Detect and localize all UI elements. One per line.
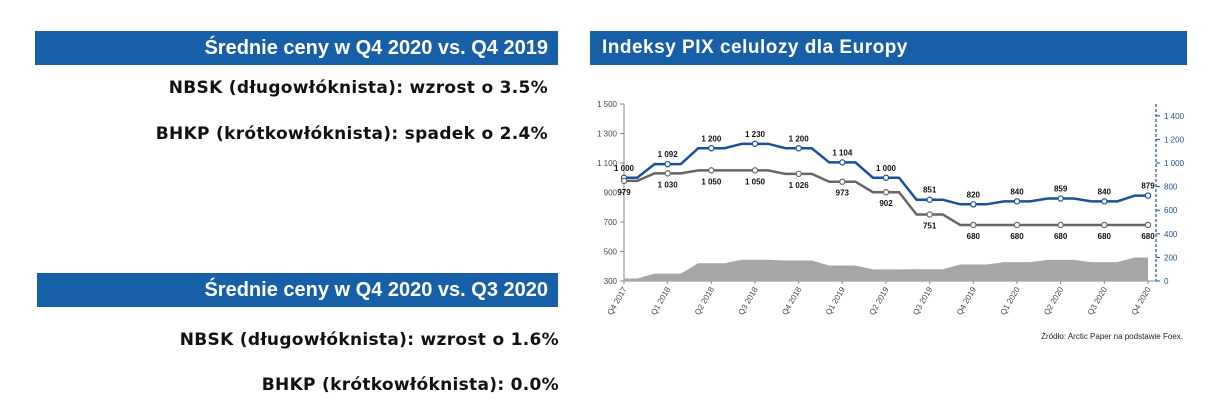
- chart-title: Indeksy PIX celulozy dla Europy: [602, 37, 908, 58]
- bhkp-data-label: 1 030: [658, 180, 679, 189]
- nbsk-data-label: 1 104: [832, 148, 853, 157]
- bhkp-data-label: 973: [836, 189, 850, 198]
- nbsk-point: [882, 174, 890, 181]
- y-right-tick-label: 800: [1164, 183, 1178, 192]
- nbsk-data-label: 1 230: [745, 130, 766, 139]
- y-right-tick-label: 600: [1164, 206, 1178, 215]
- y-left-tick-label: 1 300: [597, 130, 618, 139]
- bhkp-point: [970, 221, 977, 229]
- bhkp-point: [620, 177, 628, 185]
- x-tick-label: Q3 2020: [1086, 285, 1109, 317]
- nbsk-data-label: 1 000: [614, 164, 635, 173]
- difference-area: [624, 257, 1148, 281]
- nbsk-point: [795, 145, 802, 152]
- nbsk-point: [926, 196, 933, 203]
- bhkp-data-label: 1 050: [745, 177, 766, 186]
- nbsk-data-label: 820: [967, 190, 981, 199]
- bhkp-data-label: 1 050: [701, 177, 722, 186]
- nbsk-data-label: 840: [1010, 187, 1024, 196]
- bhkp-data-label: 902: [879, 199, 893, 208]
- nbsk-yoy-text: NBSK (długowłóknista): wzrost o 3.5%: [168, 78, 548, 98]
- x-tick-label: Q1 2019: [824, 285, 847, 317]
- nbsk-qoq-text: NBSK (długowłóknista): wzrost o 1.6%: [179, 330, 559, 350]
- bhkp-data-label: 680: [1010, 232, 1024, 241]
- nbsk-data-label: 1 200: [789, 134, 810, 143]
- bhkp-point: [751, 167, 759, 174]
- x-tick-label: Q2 2018: [693, 285, 716, 317]
- bhkp-data-label: 1 026: [789, 181, 810, 190]
- bhkp-data-label: 751: [923, 221, 937, 230]
- chart-title-banner: Indeksy PIX celulozy dla Europy: [590, 31, 1187, 65]
- x-tick-label: Q4 2019: [955, 285, 978, 317]
- y-right-tick-label: 200: [1164, 253, 1178, 262]
- y-right-tick-label: 400: [1164, 230, 1178, 239]
- bhkp-data-label: 680: [1098, 232, 1112, 241]
- x-tick-label: Q4 2020: [1130, 285, 1153, 317]
- y-right-tick-label: 1 200: [1164, 135, 1185, 144]
- x-tick-label: Q2 2020: [1042, 285, 1065, 317]
- nbsk-point: [664, 160, 671, 168]
- banner-yoy-text: Średnie ceny w Q4 2020 vs. Q4 2019: [204, 37, 548, 59]
- y-left-tick-label: 300: [604, 277, 618, 286]
- nbsk-data-label: 840: [1098, 187, 1112, 196]
- x-tick-label: Q2 2019: [868, 285, 891, 317]
- x-tick-label: Q3 2019: [911, 285, 934, 317]
- nbsk-data-label: 859: [1054, 185, 1068, 194]
- nbsk-data-label: 1 092: [658, 150, 679, 159]
- bhkp-yoy-text: BHKP (krótkowłóknista): spadek o 2.4%: [155, 124, 548, 144]
- x-tick-label: Q4 2017: [606, 285, 629, 317]
- bhkp-point: [708, 167, 715, 174]
- nbsk-point: [1101, 198, 1108, 205]
- bhkp-point: [1144, 221, 1152, 229]
- bhkp-point: [664, 170, 671, 177]
- nbsk-point: [970, 201, 977, 208]
- banner-qoq-text: Średnie ceny w Q4 2020 vs. Q3 2020: [204, 279, 548, 301]
- source-note: Źródło: Arctic Paper na podstawie Foex.: [1041, 332, 1183, 341]
- bhkp-point: [795, 170, 802, 178]
- y-left-tick-label: 900: [604, 189, 618, 198]
- bhkp-data-label: 680: [1141, 232, 1155, 241]
- nbsk-point: [708, 145, 715, 152]
- nbsk-data-label: 851: [923, 186, 937, 195]
- y-left-tick-label: 500: [604, 248, 618, 257]
- x-tick-label: Q3 2018: [737, 285, 760, 317]
- bhkp-point: [882, 189, 890, 196]
- bhkp-qoq-text: BHKP (krótkowłóknista): 0.0%: [261, 375, 559, 395]
- banner-qoq: Średnie ceny w Q4 2020 vs. Q3 2020: [37, 273, 558, 307]
- y-left-tick-label: 700: [604, 218, 618, 227]
- nbsk-data-label: 879: [1141, 182, 1155, 191]
- nbsk-point: [839, 159, 846, 166]
- x-tick-label: Q1 2020: [999, 285, 1022, 317]
- y-right-tick-label: 1 400: [1164, 112, 1185, 121]
- y-left-tick-label: 1 500: [597, 100, 618, 109]
- nbsk-point: [1144, 192, 1152, 199]
- y-right-tick-label: 0: [1164, 277, 1169, 286]
- nbsk-data-label: 1 200: [701, 134, 722, 143]
- bhkp-point: [1013, 221, 1021, 229]
- pix-chart: 300 500 700 900 1 100 1 300 1 500 0 200 400 600 800…: [597, 100, 1185, 317]
- bhkp-point: [1057, 221, 1064, 229]
- banner-yoy: Średnie ceny w Q4 2020 vs. Q4 2019: [35, 31, 558, 65]
- bhkp-data-label: 680: [967, 232, 981, 241]
- x-tick-label: Q4 2018: [780, 285, 803, 317]
- nbsk-data-label: 1 000: [876, 164, 897, 173]
- nbsk-point: [1013, 198, 1021, 205]
- bhkp-data-label: 680: [1054, 232, 1068, 241]
- bhkp-point: [926, 211, 933, 218]
- nbsk-point: [1057, 195, 1064, 202]
- y-left-tick-label: 1 100: [597, 159, 618, 168]
- nbsk-point: [751, 140, 759, 148]
- x-tick-label: Q1 2018: [649, 285, 672, 317]
- bhkp-data-label: 979: [617, 188, 631, 197]
- bhkp-point: [839, 178, 846, 185]
- bhkp-point: [1101, 221, 1108, 229]
- y-right-tick-label: 1 000: [1164, 159, 1185, 168]
